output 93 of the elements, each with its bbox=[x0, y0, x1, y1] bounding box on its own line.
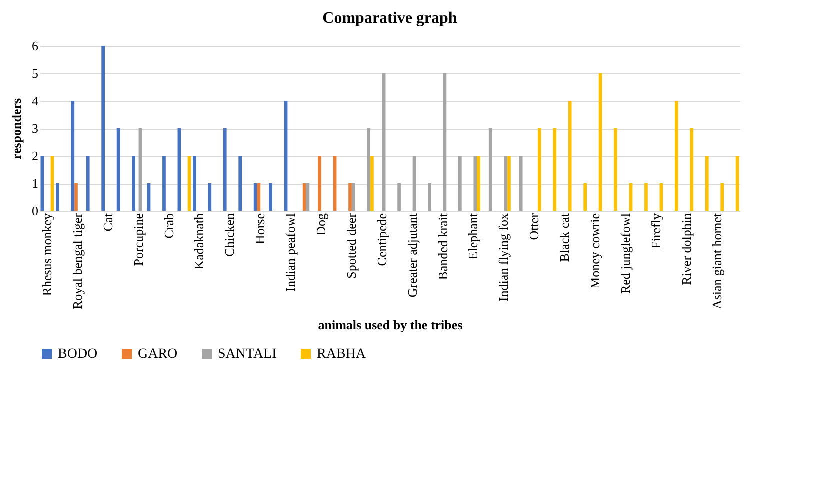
y-tick-label: 3 bbox=[32, 121, 38, 136]
chart-title: Comparative graph bbox=[322, 10, 458, 27]
x-tick-label: Spotted deer bbox=[344, 212, 359, 279]
bar bbox=[504, 156, 508, 211]
bar bbox=[162, 156, 166, 211]
x-tick-label: Firefly bbox=[648, 213, 664, 249]
bar bbox=[367, 128, 371, 211]
x-tick-label: Indian peafowl bbox=[283, 213, 298, 292]
bar bbox=[116, 128, 120, 211]
bar bbox=[71, 101, 75, 211]
bar bbox=[538, 128, 542, 211]
bar bbox=[443, 74, 447, 211]
bar bbox=[178, 128, 182, 211]
bar bbox=[193, 156, 196, 211]
bar bbox=[644, 184, 648, 211]
bar bbox=[223, 128, 227, 211]
bar bbox=[553, 128, 557, 211]
y-tick-label: 6 bbox=[32, 38, 39, 54]
bar bbox=[50, 156, 54, 211]
x-tick-label: Centipede bbox=[374, 213, 390, 266]
bar bbox=[56, 184, 60, 211]
bar bbox=[147, 184, 151, 211]
bar bbox=[477, 156, 480, 211]
legend-label: GARO bbox=[138, 347, 178, 362]
bar bbox=[398, 184, 401, 211]
bar bbox=[736, 156, 740, 211]
bar bbox=[333, 156, 337, 211]
bar bbox=[74, 184, 78, 211]
bar bbox=[269, 184, 272, 211]
legend-label: RABHA bbox=[317, 347, 367, 362]
x-tick-label: Black cat bbox=[557, 213, 572, 262]
bar bbox=[188, 156, 192, 211]
x-tick-label: Otter bbox=[526, 212, 542, 240]
x-axis-title: animals used by the tribes bbox=[318, 318, 463, 333]
bar bbox=[132, 156, 136, 211]
bar bbox=[705, 156, 709, 211]
x-tick-label: Kadaknath bbox=[192, 213, 207, 270]
bar bbox=[598, 74, 602, 211]
x-tick-label: River dolphin bbox=[678, 213, 694, 286]
x-tick-label: Elephant bbox=[466, 213, 481, 260]
bar bbox=[488, 128, 492, 211]
legend-label: BODO bbox=[58, 347, 98, 362]
bar bbox=[102, 46, 106, 211]
x-tick-label: Money cowrie bbox=[588, 213, 603, 289]
bar bbox=[254, 184, 258, 211]
bar bbox=[370, 156, 374, 211]
x-tick-label: Banded krait bbox=[435, 213, 450, 280]
bar bbox=[660, 184, 664, 211]
y-axis-title: responders bbox=[9, 98, 24, 160]
x-tick-label: Rhesus monkey bbox=[39, 213, 54, 296]
bar bbox=[302, 184, 306, 211]
x-tick-label: Asian giant hornet bbox=[709, 213, 724, 310]
bar bbox=[629, 184, 633, 211]
x-tick-label: Red junglefowl bbox=[618, 213, 633, 294]
bar bbox=[458, 156, 462, 211]
x-tick-label: Dog bbox=[313, 213, 328, 236]
bar bbox=[568, 101, 572, 211]
x-tick-label: Chicken bbox=[222, 213, 238, 257]
bar bbox=[614, 128, 618, 211]
bar bbox=[474, 156, 478, 211]
x-tick-label: Indian flying fox bbox=[496, 213, 512, 302]
bar bbox=[412, 156, 416, 211]
y-tick-label: 0 bbox=[32, 204, 38, 218]
bar bbox=[306, 184, 310, 211]
x-tick-label: Cat bbox=[100, 213, 116, 232]
bar bbox=[674, 101, 678, 211]
bar bbox=[138, 128, 142, 211]
y-tick-label: 5 bbox=[32, 66, 38, 81]
bar bbox=[348, 184, 352, 211]
x-tick-label: Porcupine bbox=[130, 213, 146, 266]
bar bbox=[208, 184, 212, 211]
bar bbox=[428, 184, 432, 211]
bar bbox=[519, 156, 523, 211]
y-tick-label: 4 bbox=[32, 94, 39, 108]
bar bbox=[284, 101, 288, 211]
y-tick-label: 1 bbox=[32, 176, 38, 191]
bar bbox=[40, 156, 44, 211]
bar bbox=[584, 184, 587, 211]
x-tick-label: Horse bbox=[252, 213, 268, 245]
bar bbox=[720, 184, 724, 211]
x-tick-label: Greater adjutant bbox=[404, 213, 420, 298]
x-tick-label: Royal bengal tiger bbox=[70, 212, 85, 310]
bar bbox=[86, 156, 90, 211]
bar bbox=[508, 156, 511, 211]
bar bbox=[257, 184, 261, 211]
bar bbox=[382, 74, 386, 211]
y-tick-label: 2 bbox=[32, 148, 38, 164]
x-tick-label: Crab bbox=[161, 214, 176, 239]
bar bbox=[690, 128, 694, 211]
bar bbox=[238, 156, 242, 211]
bar bbox=[352, 184, 356, 211]
legend-label: SANTALI bbox=[218, 347, 278, 362]
bar bbox=[318, 156, 322, 211]
